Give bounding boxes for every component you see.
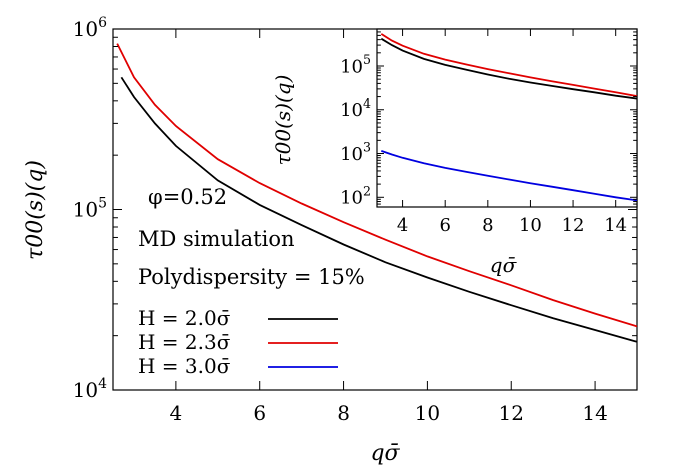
main-x-axis-label: qσ̄ [370,441,400,466]
inset-x-tick-label: 14 [604,215,627,236]
inset-y-tick-label: 104 [340,96,371,121]
legend-label-h30: H = 3.0σ̄ [138,354,231,378]
inset-series-line-2 [381,150,637,202]
main-y-tick-label: 105 [73,196,107,222]
inset-y-axis-label: τ00(s)(q) [271,75,295,166]
inset-x-tick-label: 10 [519,215,542,236]
inset-x-axis: 4 6 8 10 12 14 [397,29,627,236]
main-x-axis: 4 6 8 10 12 14 [170,29,608,425]
main-x-tick-label: 4 [170,401,183,425]
inset-background [377,29,637,207]
inset-y-axis: 102 103 104 105 [340,28,637,209]
main-x-tick-label: 14 [582,401,607,425]
method-annotation: MD simulation [138,227,295,251]
inset-x-tick-label: 6 [439,215,450,236]
main-plot-area [116,43,637,343]
inset-plot-area [380,33,637,202]
main-x-tick-label: 6 [253,401,266,425]
main-series-line-0 [120,76,637,343]
inset-x-axis-label: qσ̄ [490,253,518,277]
legend-label-h20: H = 2.0σ̄ [138,306,231,330]
main-y-tick-label: 106 [73,15,107,41]
legend: H = 2.0σ̄ H = 2.3σ̄ H = 3.0σ̄ [138,306,338,378]
main-x-tick-label: 8 [337,401,350,425]
inset-series-line-1 [380,33,637,97]
inset-x-tick-label: 8 [482,215,493,236]
inset-x-tick-label: 12 [562,215,585,236]
main-x-tick-label: 10 [415,401,440,425]
main-series-line-1 [116,43,637,328]
inset-y-tick-label: 103 [340,140,371,165]
inset-x-tick-label: 4 [397,215,408,236]
legend-label-h23: H = 2.3σ̄ [138,330,231,354]
main-x-tick-label: 12 [499,401,524,425]
phi-annotation: φ=0.52 [148,185,227,209]
main-y-tick-label: 104 [73,376,107,402]
main-y-axis-label: τ00(s)(q) [23,160,48,260]
inset-y-tick-label: 102 [340,183,371,208]
polydispersity-annotation: Polydispersity = 15% [138,265,365,289]
inset-plot-frame [376,28,638,208]
inset-series-line-0 [380,37,637,100]
inset-y-tick-label: 105 [340,52,371,77]
